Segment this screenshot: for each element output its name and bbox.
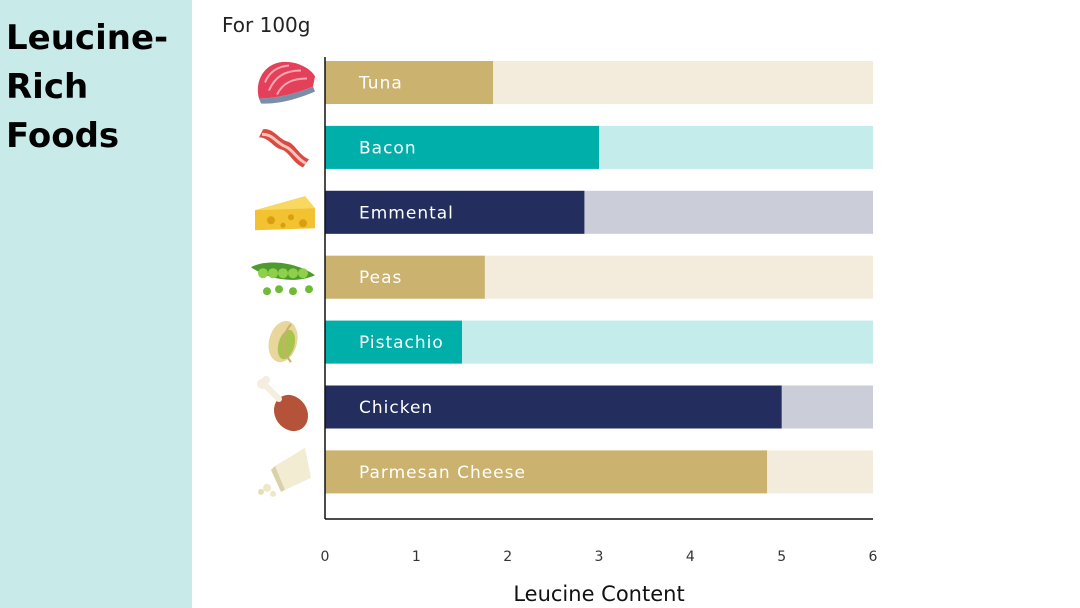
bacon-icon — [259, 129, 309, 168]
bar-label: Emmental — [359, 203, 454, 223]
x-tick-label: 6 — [869, 549, 878, 565]
bar-label: Pistachio — [359, 333, 444, 353]
x-tick-label: 5 — [777, 549, 786, 565]
pea-pod-icon — [251, 262, 315, 296]
food-icons — [251, 61, 315, 497]
bar — [325, 450, 768, 494]
swiss-cheese-icon — [255, 196, 315, 231]
bar-label: Parmesan Cheese — [359, 463, 526, 483]
x-tick-label: 2 — [503, 549, 512, 565]
page-title: Leucine-Rich Foods — [6, 18, 169, 156]
parmesan-wedge-icon — [258, 447, 311, 497]
bar — [325, 320, 462, 364]
bar-label: Bacon — [359, 138, 417, 158]
chart-subtitle: For 100g — [222, 13, 311, 37]
bar-label: Peas — [359, 268, 402, 288]
x-axis-label: Leucine Content — [513, 582, 684, 606]
chicken-drumstick-icon — [257, 376, 309, 432]
x-tick-label: 0 — [321, 549, 330, 565]
x-tick-label: 1 — [412, 549, 421, 565]
tuna-steak-icon — [257, 61, 315, 104]
bar — [325, 190, 585, 234]
bar-label: Chicken — [359, 398, 433, 418]
bar — [325, 255, 485, 299]
bar-label: Tuna — [358, 74, 403, 94]
bar-labels: Tuna Bacon Emmental Peas Pistachio Chicken Par… — [358, 74, 526, 483]
bar — [325, 125, 599, 169]
bar — [325, 385, 782, 429]
sidebar-panel: Leucine-Rich Foods — [0, 0, 192, 608]
pistachio-icon — [268, 320, 298, 363]
x-tick-label: 4 — [686, 549, 695, 565]
x-tick-labels: 0 1 2 3 4 5 6 — [321, 549, 878, 565]
bar — [325, 61, 494, 104]
bars — [325, 61, 782, 494]
x-tick-label: 3 — [595, 549, 604, 565]
